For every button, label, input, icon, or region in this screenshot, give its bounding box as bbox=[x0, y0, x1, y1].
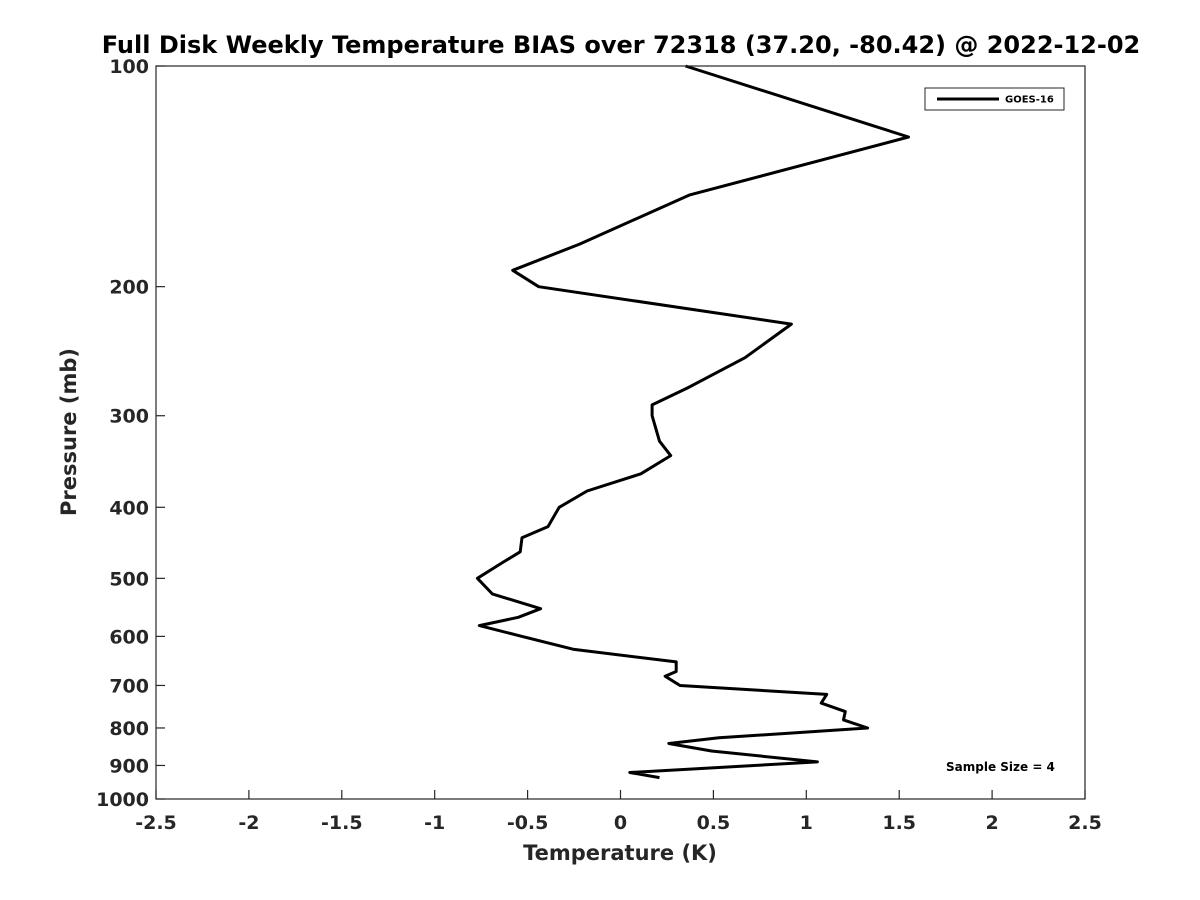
y-tick-label: 600 bbox=[109, 626, 149, 648]
x-tick-label: -2 bbox=[238, 812, 259, 834]
y-tick-label: 400 bbox=[109, 497, 149, 519]
series-line-goes-16 bbox=[475, 64, 910, 780]
x-tick-label: -2.5 bbox=[135, 812, 177, 834]
y-tick-label: 800 bbox=[109, 718, 149, 740]
y-axis: 100 200 300 400 500 600 700 800 900 1000 bbox=[96, 56, 165, 811]
y-tick-label: 300 bbox=[109, 406, 149, 428]
x-tick-label: 1 bbox=[800, 812, 813, 834]
x-tick-label: -0.5 bbox=[507, 812, 549, 834]
x-tick-label: 2 bbox=[985, 812, 998, 834]
chart-title: Full Disk Weekly Temperature BIAS over 7… bbox=[102, 31, 1141, 59]
x-tick-label: -1 bbox=[424, 812, 445, 834]
y-tick-label: 700 bbox=[109, 675, 149, 697]
y-tick-label: 1000 bbox=[96, 789, 149, 811]
y-tick-label: 100 bbox=[109, 56, 149, 78]
x-tick-label: -1.5 bbox=[321, 812, 363, 834]
y-tick-label: 500 bbox=[109, 568, 149, 590]
x-tick-label: 0 bbox=[614, 812, 627, 834]
sample-size-annotation: Sample Size = 4 bbox=[946, 760, 1055, 774]
x-tick-label: 2.5 bbox=[1068, 812, 1102, 834]
x-axis: -2.5 -2 -1.5 -1 -0.5 0 0.5 1 1.5 2 2.5 bbox=[135, 790, 1102, 834]
x-tick-label: 1.5 bbox=[882, 812, 916, 834]
x-tick-label: 0.5 bbox=[697, 812, 731, 834]
plot-area bbox=[475, 64, 910, 780]
y-axis-label: Pressure (mb) bbox=[57, 348, 81, 516]
legend: GOES-16 bbox=[924, 87, 1065, 111]
y-tick-label: 900 bbox=[109, 755, 149, 777]
legend-label-goes-16: GOES-16 bbox=[1005, 95, 1054, 106]
x-axis-label: Temperature (K) bbox=[523, 841, 717, 865]
y-tick-label: 200 bbox=[109, 277, 149, 299]
